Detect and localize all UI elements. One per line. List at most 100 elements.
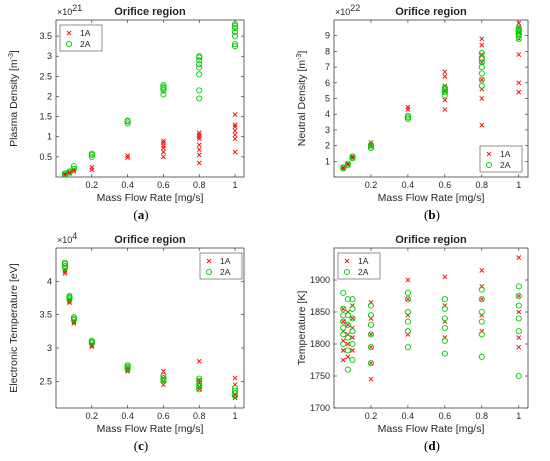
data-point xyxy=(515,292,522,300)
data-point xyxy=(479,42,485,48)
data-point xyxy=(478,54,485,61)
data-point xyxy=(479,296,485,302)
data-point xyxy=(231,29,239,36)
y-tick-label: 3.5 xyxy=(39,310,52,320)
data-point xyxy=(231,25,239,32)
data-point xyxy=(404,344,411,351)
data-point xyxy=(160,84,167,91)
data-point xyxy=(516,335,522,341)
data-point xyxy=(350,154,355,160)
x-axis-label: Mass Flow Rate [mg/s] xyxy=(378,423,485,435)
legend-entry: 1A xyxy=(80,28,91,38)
y-tick-label: 1 xyxy=(325,156,330,166)
data-point xyxy=(232,122,238,128)
data-point xyxy=(516,309,522,315)
data-point xyxy=(196,142,202,148)
y-tick-label: 1800 xyxy=(310,339,330,349)
data-point xyxy=(61,259,69,266)
y-tick-label: 1850 xyxy=(310,307,330,317)
data-point xyxy=(479,52,485,57)
data-point xyxy=(340,324,347,332)
data-point xyxy=(442,83,448,89)
chart-panel-a: 0.2 0.4 0.6 0.8 1 0.5 1 1.5 2 2.5 3 3.5 Orifice regi… xyxy=(8,3,245,222)
legend-box xyxy=(479,145,523,173)
x-tick-label: 0.2 xyxy=(365,411,378,421)
data-point xyxy=(478,353,485,360)
series-2A xyxy=(61,20,239,178)
data-point xyxy=(442,69,448,75)
data-point xyxy=(124,120,131,127)
data-point xyxy=(232,136,238,142)
data-point xyxy=(70,314,77,321)
data-point xyxy=(125,155,131,161)
data-point xyxy=(442,274,448,280)
data-point xyxy=(196,95,203,102)
data-point xyxy=(368,376,374,382)
chart-panel-c: 0.2 0.4 0.6 0.8 1 2.5 3 3.5 4 Orifice region ×104 M… xyxy=(8,231,245,453)
data-point xyxy=(340,331,347,338)
series-2A xyxy=(340,283,522,380)
data-point xyxy=(478,331,485,338)
x-tick-label: 1 xyxy=(233,411,238,421)
data-point xyxy=(479,86,485,92)
data-point xyxy=(196,147,202,153)
x-axis-label: Mass Flow Rate [mg/s] xyxy=(378,192,485,204)
data-point xyxy=(367,331,375,338)
legend-entry: 1A xyxy=(358,256,369,266)
data-point xyxy=(516,25,522,31)
data-point xyxy=(232,132,238,138)
data-point xyxy=(349,305,356,312)
y-scale-multiplier: ×1022 xyxy=(335,3,360,17)
data-point xyxy=(231,33,239,40)
data-point xyxy=(350,335,355,341)
legend-entry: 2A xyxy=(220,267,231,277)
legend-entry: 1A xyxy=(500,149,511,159)
data-point xyxy=(368,344,374,350)
y-tick-label: 3 xyxy=(325,125,330,135)
data-point xyxy=(231,387,239,394)
data-point xyxy=(196,132,202,138)
data-point xyxy=(124,362,131,369)
data-point xyxy=(442,88,448,94)
x-tick-label: 0.2 xyxy=(365,180,378,190)
x-axis-label: Mass Flow Rate [mg/s] xyxy=(97,192,204,204)
x-tick-label: 0.8 xyxy=(193,411,206,421)
data-point xyxy=(516,30,522,35)
y-axis-label: Temperature [K] xyxy=(296,291,308,366)
data-point xyxy=(62,270,68,276)
data-point xyxy=(340,347,346,353)
x-tick-label: 0.2 xyxy=(86,411,99,421)
legend-box xyxy=(199,252,243,280)
data-point xyxy=(478,49,485,57)
data-point xyxy=(515,328,522,335)
data-point xyxy=(196,134,202,140)
data-point xyxy=(340,318,347,325)
data-point xyxy=(340,357,346,363)
data-point xyxy=(89,164,95,170)
data-point xyxy=(516,80,522,86)
data-point xyxy=(231,20,239,28)
y-tick-label: 6 xyxy=(325,78,330,88)
data-point xyxy=(404,318,411,325)
data-point xyxy=(344,312,351,319)
data-point xyxy=(404,289,411,296)
data-point xyxy=(344,296,351,303)
data-point xyxy=(478,308,485,316)
data-point xyxy=(88,337,95,344)
data-point xyxy=(404,112,411,119)
legend-marker xyxy=(66,30,72,36)
data-point xyxy=(367,321,375,328)
data-point xyxy=(515,372,522,380)
data-point xyxy=(515,302,522,309)
data-point xyxy=(515,283,522,290)
data-point xyxy=(515,24,522,31)
x-tick-label: 0.6 xyxy=(157,411,170,421)
y-tick-label: 1900 xyxy=(310,275,330,285)
data-point xyxy=(478,286,485,293)
y-axis-label: Electronic Temperature [eV] xyxy=(8,263,20,392)
data-point xyxy=(367,360,375,367)
chart-title: Orifice region xyxy=(395,234,467,246)
data-point xyxy=(345,341,351,347)
y-scale-multiplier: ×104 xyxy=(57,231,77,245)
